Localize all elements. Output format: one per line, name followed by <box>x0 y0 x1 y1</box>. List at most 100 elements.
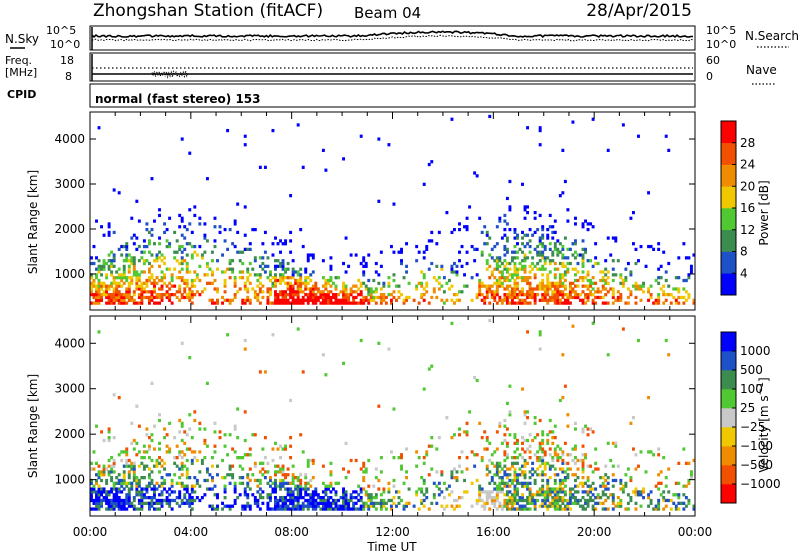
velocity-cell <box>281 501 285 505</box>
velocity-cell <box>203 427 207 431</box>
power-cell <box>505 295 509 300</box>
power-cell <box>127 270 131 274</box>
velocity-cell <box>422 498 426 503</box>
velocity-cell <box>510 478 514 483</box>
power-cell <box>362 256 366 260</box>
power-cell <box>533 230 537 235</box>
velocity-cell <box>437 436 441 440</box>
velocity-cell <box>594 447 598 451</box>
power-cell <box>203 236 207 240</box>
velocity-cell <box>435 447 439 451</box>
velocity-cell <box>420 498 424 503</box>
velocity-cell <box>289 456 293 460</box>
power-cell <box>541 227 545 232</box>
velocity-cell <box>183 430 187 434</box>
velocity-cell <box>334 481 338 485</box>
power-cell <box>553 230 557 235</box>
velocity-cell <box>117 496 121 500</box>
power-cell <box>480 284 484 288</box>
power-cell <box>314 295 318 300</box>
velocity-cell <box>153 424 156 428</box>
velocity-cell <box>541 447 545 451</box>
power-cell <box>359 281 363 285</box>
velocity-cell <box>488 458 492 463</box>
velocity-cell <box>631 447 635 451</box>
power-cell <box>92 278 96 283</box>
power-cell <box>521 264 524 268</box>
power-cell <box>160 284 164 288</box>
velocity-cell <box>112 493 116 497</box>
velocity-cell <box>306 507 310 511</box>
power-cell <box>387 276 391 280</box>
velocity-cell <box>455 476 459 480</box>
velocity-cell <box>92 498 96 503</box>
velocity-cell <box>465 421 469 425</box>
velocity-cell <box>493 501 497 505</box>
velocity-cell <box>180 424 184 428</box>
velocity-cell <box>551 458 555 463</box>
velocity-cell <box>495 430 499 434</box>
velocity-cell <box>420 501 424 505</box>
power-cell <box>281 276 285 280</box>
velocity-cell <box>140 504 144 508</box>
velocity-cell <box>521 441 524 445</box>
velocity-cell <box>241 456 245 460</box>
power-cell <box>281 301 285 305</box>
velocity-cell <box>286 493 290 497</box>
velocity-cell <box>604 464 608 468</box>
velocity-cell <box>359 507 363 511</box>
velocity-cell <box>478 487 482 491</box>
velocity-cell <box>677 501 681 505</box>
power-ytick-label: 2000 <box>54 222 85 236</box>
velocity-cell <box>306 501 310 505</box>
velocity-cell <box>120 484 124 488</box>
velocity-cell <box>178 450 182 454</box>
nsearch-label: N.Search <box>745 29 799 43</box>
velocity-cell <box>147 481 151 485</box>
velocity-cell <box>546 493 550 497</box>
velocity-cell <box>563 504 567 508</box>
power-cell <box>682 242 686 246</box>
velocity-cell <box>316 504 320 508</box>
power-cell <box>170 276 174 280</box>
power-cell <box>516 273 519 277</box>
velocity-cell <box>314 487 318 491</box>
power-cell <box>117 281 121 285</box>
power-cell <box>447 278 451 283</box>
power-cell <box>268 287 272 291</box>
velocity-cell <box>619 501 623 505</box>
power-cell <box>316 298 320 302</box>
power-cell <box>543 261 547 266</box>
velocity-cell <box>185 470 189 474</box>
power-cell <box>541 281 545 285</box>
velocity-cell <box>253 433 257 437</box>
power-cell <box>543 259 547 263</box>
power-cell <box>566 301 570 305</box>
power-cell <box>140 270 144 274</box>
velocity-cell <box>528 450 532 454</box>
power-cell <box>286 261 290 266</box>
velocity-cell <box>253 464 257 468</box>
velocity-cell <box>291 490 295 494</box>
power-cell <box>584 276 587 280</box>
velocity-cell <box>558 490 562 494</box>
power-cell <box>117 295 121 300</box>
velocity-cell <box>271 481 275 485</box>
power-cell <box>334 298 338 302</box>
power-cell <box>505 293 509 297</box>
power-cell <box>505 276 509 280</box>
velocity-cell <box>296 327 300 331</box>
power-cell <box>526 281 530 285</box>
power-cell <box>591 281 595 285</box>
velocity-cell <box>122 464 126 468</box>
velocity-cell <box>326 498 330 503</box>
power-cell <box>594 261 598 266</box>
power-cell <box>374 290 378 294</box>
velocity-cell <box>518 467 522 471</box>
velocity-cell <box>291 498 295 503</box>
velocity-cell <box>100 501 103 505</box>
velocity-cell <box>510 461 514 465</box>
velocity-cell <box>367 507 371 511</box>
velocity-cell <box>178 453 182 457</box>
velocity-cell <box>256 490 260 494</box>
